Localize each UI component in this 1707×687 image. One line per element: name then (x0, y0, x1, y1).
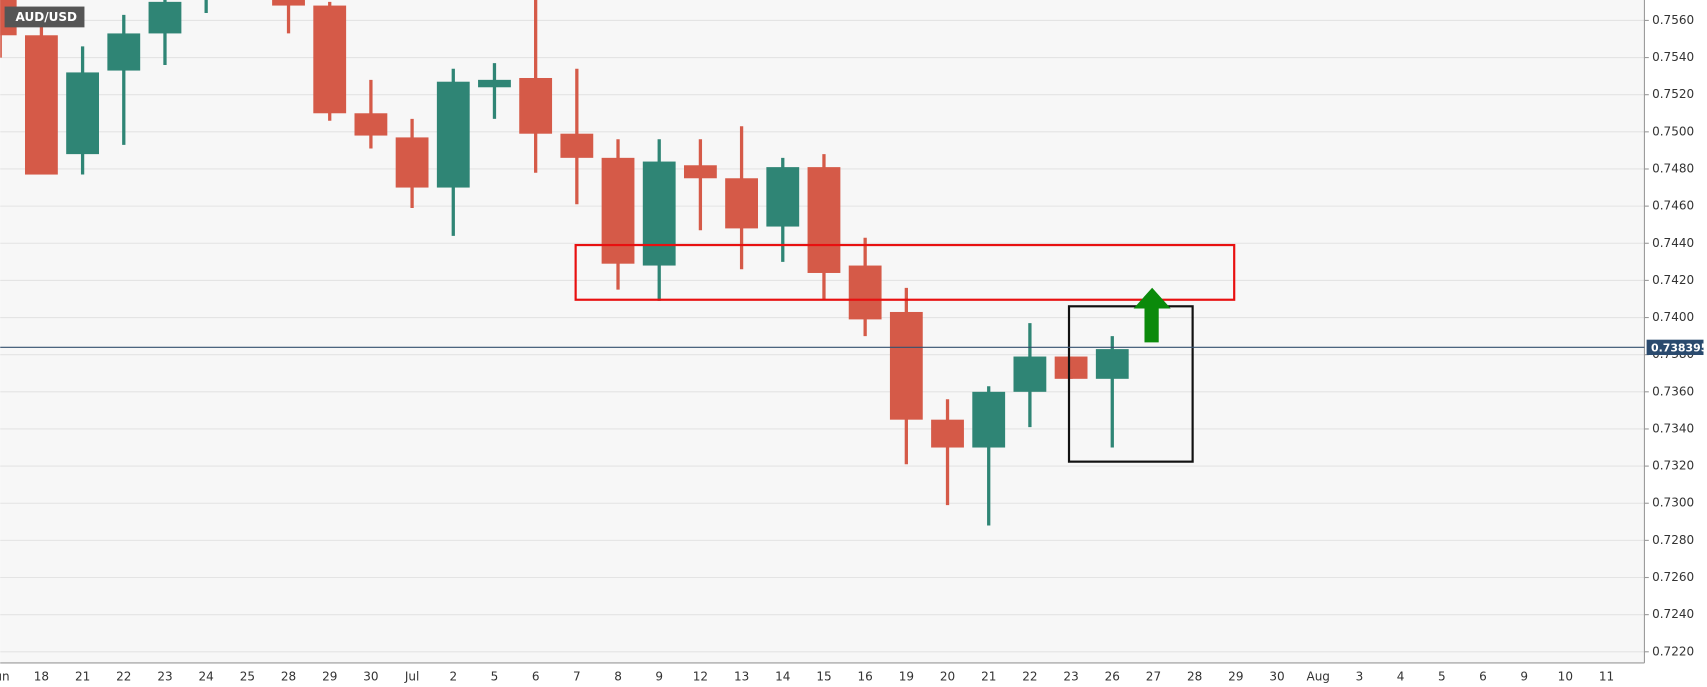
x-tick-label: 29 (322, 670, 337, 684)
highlight-box (1067, 305, 1194, 463)
x-tick-label: 5 (491, 670, 499, 684)
candle-body (272, 0, 305, 6)
y-tick-label: 0.7480 (1652, 161, 1694, 175)
candle-body (889, 311, 923, 420)
y-tick-label: 0.7240 (1652, 607, 1694, 621)
x-tick-label: 13 (734, 670, 749, 684)
y-tick-label: 0.7400 (1652, 310, 1694, 324)
y-tick-label: 0.7280 (1652, 533, 1694, 547)
y-tick-label: 0.7560 (1652, 13, 1694, 27)
x-tick-label: 11 (1599, 670, 1614, 684)
x-tick-label: 10 (1558, 670, 1573, 684)
up-arrow (1133, 287, 1171, 343)
x-tick-label: 15 (816, 670, 831, 684)
candle-body (24, 35, 58, 175)
candle-body (354, 113, 388, 136)
y-tick-label: 0.7420 (1652, 273, 1694, 287)
candle-body (601, 157, 635, 264)
x-tick-label: 6 (532, 670, 540, 684)
candles (0, 0, 1129, 526)
candle-body (148, 1, 182, 34)
candle-body (725, 178, 758, 229)
x-tick-label: 26 (1105, 670, 1120, 684)
x-tick-label: 8 (614, 670, 622, 684)
y-tick-label: 0.7300 (1652, 496, 1694, 510)
y-tick-label: 0.7460 (1652, 199, 1694, 213)
candle-body (807, 167, 841, 273)
x-tick-label: 21 (981, 670, 996, 684)
x-tick-label: 27 (1146, 670, 1161, 684)
candle-body (1013, 356, 1047, 392)
candle-body (972, 391, 1006, 448)
y-tick-label: 0.7540 (1652, 50, 1694, 64)
x-tick-label: 6 (1479, 670, 1487, 684)
x-tick-label: 23 (1063, 670, 1078, 684)
x-tick-label: Jun (0, 670, 10, 684)
candle-body (66, 72, 100, 155)
candle-body (107, 33, 141, 71)
x-tick-label: Aug (1306, 670, 1329, 684)
x-tick-label: 18 (34, 670, 49, 684)
x-tick-label: 28 (1187, 670, 1202, 684)
candle-body (848, 265, 882, 320)
x-tick-label: 12 (693, 670, 708, 684)
candle-body (642, 161, 676, 266)
resistance-box (574, 243, 1236, 301)
candle-body (395, 137, 429, 188)
x-tick-label: 16 (858, 670, 873, 684)
x-tick-label: 22 (1022, 670, 1037, 684)
x-tick-label: 9 (1520, 670, 1528, 684)
candle-body (560, 133, 594, 158)
plot-area (0, 0, 1644, 663)
chart-title: AUD/USD (16, 10, 77, 24)
y-tick-label: 0.7340 (1652, 421, 1694, 435)
x-tick-label: 23 (157, 670, 172, 684)
y-tick-label: 0.7220 (1652, 644, 1694, 658)
x-tick-label: 19 (899, 670, 914, 684)
x-tick-label: 21 (75, 670, 90, 684)
y-tick-label: 0.7500 (1652, 124, 1694, 138)
candle-body (478, 79, 511, 88)
x-tick-label: 9 (655, 670, 663, 684)
x-tick-label: 2 (449, 670, 457, 684)
x-tick-label: 30 (1269, 670, 1284, 684)
x-tick-label: 7 (573, 670, 581, 684)
y-tick-label: 0.7520 (1652, 87, 1694, 101)
x-tick-label: 30 (363, 670, 378, 684)
y-tick-label: 0.7260 (1652, 570, 1694, 584)
x-tick-label: 25 (240, 670, 255, 684)
x-tick-label: 22 (116, 670, 131, 684)
candle-body (931, 419, 964, 448)
x-tick-label: 29 (1228, 670, 1243, 684)
x-tick-label: 14 (775, 670, 790, 684)
y-tick-label: 0.7440 (1652, 236, 1694, 250)
y-tick-label: 0.7360 (1652, 384, 1694, 398)
title-bg (4, 6, 85, 28)
candle-body (683, 165, 717, 179)
x-tick-label: 28 (281, 670, 296, 684)
x-tick-label: 20 (940, 670, 955, 684)
x-tick-label: 5 (1438, 670, 1446, 684)
candle-body (1095, 349, 1129, 379)
candle-body (519, 77, 553, 134)
candle-body (313, 5, 347, 114)
candle-body (436, 81, 470, 188)
y-tick-label: 0.7320 (1652, 459, 1694, 473)
x-tick-label: 24 (199, 670, 214, 684)
x-tick-label: 4 (1397, 670, 1405, 684)
price-label-bg (1646, 339, 1704, 356)
axes: 0.7220 0.7240 0.7260 0.7280 0.7300 0.7320 0.73… (0, 13, 1707, 684)
candle-body (1054, 356, 1088, 379)
price-label: 0.738395 (1651, 341, 1707, 354)
x-tick-label: 3 (1356, 670, 1364, 684)
x-tick-label: Jul (404, 670, 420, 684)
candle-body (766, 167, 800, 227)
